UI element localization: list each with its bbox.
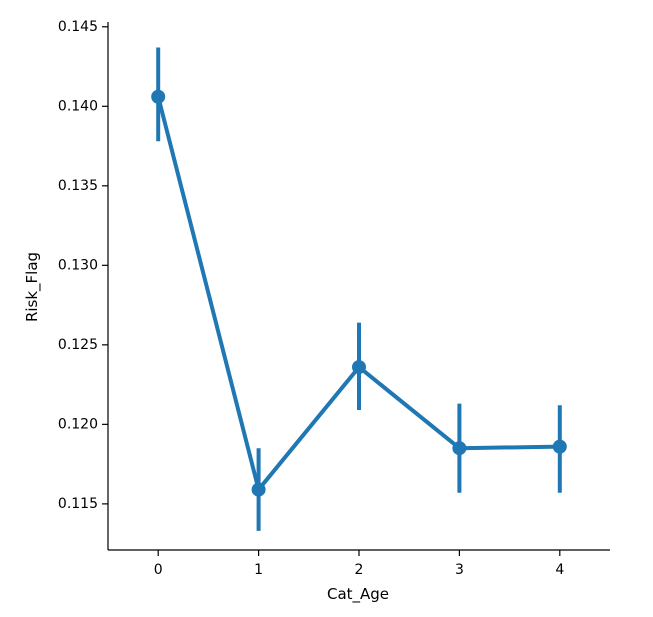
y-ticks: 0.115 0.120 0.125 0.130 0.135 0.140 0.145 <box>58 19 108 512</box>
y-axis-label: Risk_Flag <box>23 252 42 322</box>
x-tick-label: 1 <box>254 562 263 578</box>
x-tick-label: 3 <box>455 562 464 578</box>
y-tick-label: 0.125 <box>58 337 98 353</box>
data-point <box>151 89 166 104</box>
y-tick-label: 0.130 <box>58 257 98 273</box>
x-tick-label: 0 <box>154 562 163 578</box>
series-line <box>156 94 562 492</box>
data-point <box>352 360 366 375</box>
x-tick-label: 4 <box>555 562 564 578</box>
y-tick-label: 0.140 <box>58 98 98 114</box>
x-tick-label: 2 <box>355 562 364 578</box>
data-point <box>251 482 266 497</box>
data-point <box>452 441 467 456</box>
x-axis-label: Cat_Age <box>327 585 389 604</box>
series-layer <box>151 47 567 531</box>
y-tick-label: 0.145 <box>58 19 98 35</box>
y-tick-label: 0.115 <box>58 496 98 512</box>
plot-area: 0.115 0.120 0.125 0.130 0.135 0.140 0.145 0 1 2 3… <box>58 19 610 578</box>
y-tick-label: 0.135 <box>58 178 98 194</box>
data-point <box>552 439 567 454</box>
y-tick-label: 0.120 <box>58 416 98 432</box>
x-ticks: 0 1 2 3 4 <box>154 550 564 578</box>
